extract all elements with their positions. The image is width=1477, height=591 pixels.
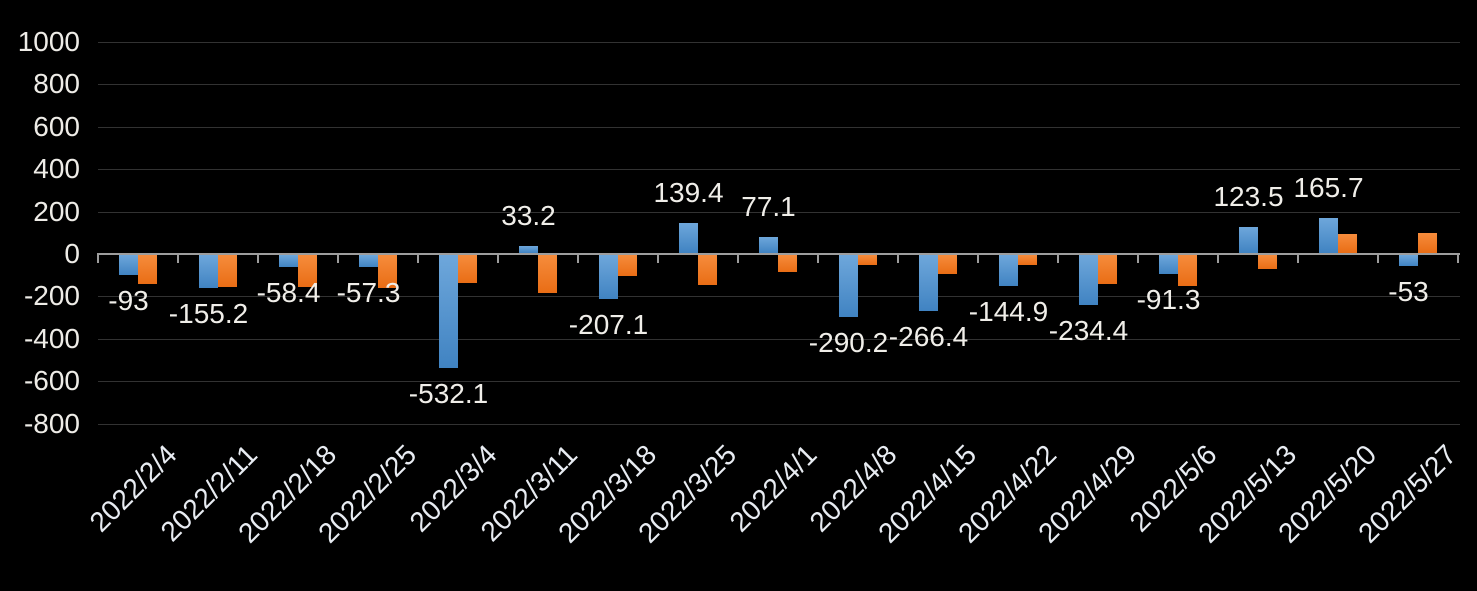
bar-orange-2022/2/4 (138, 255, 157, 285)
data-label-2022/3/11: 33.2 (501, 200, 556, 231)
data-label-2022/2/4: -93 (108, 285, 149, 316)
x-axis-line (98, 253, 1460, 255)
bar-orange-2022/4/29 (1098, 255, 1117, 284)
x-axis-tick (577, 253, 579, 263)
data-label-2022/4/22: -144.9 (968, 296, 1049, 327)
x-axis-tick (1057, 253, 1059, 263)
bar-orange-2022/2/25 (378, 255, 397, 289)
y-axis-tick-label: 200 (33, 196, 80, 227)
x-axis-tick (977, 253, 979, 263)
x-axis-tick (897, 253, 899, 263)
bar-blue-2022/2/25 (359, 255, 378, 268)
gridline (98, 212, 1460, 213)
bar-blue-2022/5/20 (1319, 217, 1338, 253)
data-label-2022/3/4: -532.1 (408, 378, 489, 409)
y-axis-tick-label: 400 (33, 153, 80, 184)
gridline (98, 339, 1460, 340)
data-label-2022/4/15: -266.4 (888, 321, 969, 352)
x-axis-tick (177, 253, 179, 263)
bar-blue-2022/5/27 (1399, 255, 1418, 267)
y-axis-tick-label: 800 (33, 68, 80, 99)
bar-orange-2022/4/8 (858, 255, 877, 265)
data-label-2022/4/1: 77.1 (741, 191, 796, 222)
y-axis-tick-label: -400 (23, 323, 80, 354)
bar-orange-2022/5/27 (1418, 232, 1437, 253)
gridline (98, 381, 1460, 382)
x-axis-tick (497, 253, 499, 263)
bar-blue-2022/5/13 (1239, 226, 1258, 253)
bar-orange-2022/5/13 (1258, 255, 1277, 270)
x-axis-tick (1377, 253, 1379, 263)
data-label-2022/3/25: 139.4 (653, 177, 724, 208)
x-axis-tick (1297, 253, 1299, 263)
bar-blue-2022/4/22 (999, 255, 1018, 286)
x-axis-tick (97, 253, 99, 263)
data-label-2022/5/6: -91.3 (1136, 284, 1201, 315)
gridline (98, 296, 1460, 297)
data-label-2022/3/18: -207.1 (568, 309, 649, 340)
bar-orange-2022/4/22 (1018, 255, 1037, 265)
bar-blue-2022/3/11 (519, 245, 538, 253)
bar-blue-2022/4/15 (919, 255, 938, 312)
bar-blue-2022/3/25 (679, 223, 698, 253)
x-axis-tick (737, 253, 739, 263)
x-axis-tick (1457, 253, 1459, 263)
bar-blue-2022/4/29 (1079, 255, 1098, 305)
bar-orange-2022/5/20 (1338, 233, 1357, 253)
x-axis-tick (257, 253, 259, 263)
bar-blue-2022/4/8 (839, 255, 858, 317)
gridline (98, 424, 1460, 425)
x-axis-tick (1217, 253, 1219, 263)
data-label-2022/2/25: -57.3 (336, 277, 401, 308)
gridline (98, 84, 1460, 85)
bar-blue-2022/3/18 (599, 255, 618, 299)
x-axis-tick (337, 253, 339, 263)
data-label-2022/5/13: 123.5 (1213, 181, 1284, 212)
bar-orange-2022/4/1 (778, 255, 797, 272)
bar-blue-2022/2/11 (199, 255, 218, 288)
gridline (98, 169, 1460, 170)
y-axis-tick-label: 600 (33, 111, 80, 142)
bar-blue-2022/5/6 (1159, 255, 1178, 275)
data-label-2022/2/18: -58.4 (256, 277, 321, 308)
data-label-2022/4/8: -290.2 (808, 327, 889, 358)
x-axis-tick (817, 253, 819, 263)
data-label-2022/5/27: -53 (1388, 276, 1429, 307)
x-axis-tick (417, 253, 419, 263)
bar-blue-2022/2/18 (279, 255, 298, 268)
bar-orange-2022/3/25 (698, 255, 717, 286)
y-axis-tick-label: 1000 (17, 26, 80, 57)
x-axis-label: 2022/4/1 (723, 438, 823, 538)
x-axis-tick (657, 253, 659, 263)
bar-orange-2022/2/18 (298, 255, 317, 288)
y-axis-tick-label: 0 (64, 238, 80, 269)
bar-orange-2022/5/6 (1178, 255, 1197, 287)
x-axis-tick (1137, 253, 1139, 263)
bar-blue-2022/4/1 (759, 236, 778, 253)
data-label-2022/5/20: 165.7 (1293, 172, 1364, 203)
y-axis-tick-label: -200 (23, 280, 80, 311)
data-label-2022/2/11: -155.2 (168, 298, 249, 329)
bar-blue-2022/3/4 (439, 255, 458, 368)
data-label-2022/4/29: -234.4 (1048, 315, 1129, 346)
y-axis-tick-label: -800 (23, 408, 80, 439)
bar-orange-2022/4/15 (938, 255, 957, 275)
gridline (98, 42, 1460, 43)
bar-orange-2022/2/11 (218, 255, 237, 288)
bar-orange-2022/3/18 (618, 255, 637, 277)
bar-blue-2022/2/4 (119, 255, 138, 275)
gridline (98, 127, 1460, 128)
bar-orange-2022/3/11 (538, 255, 557, 294)
bar-orange-2022/3/4 (458, 255, 477, 283)
y-axis-tick-label: -600 (23, 365, 80, 396)
